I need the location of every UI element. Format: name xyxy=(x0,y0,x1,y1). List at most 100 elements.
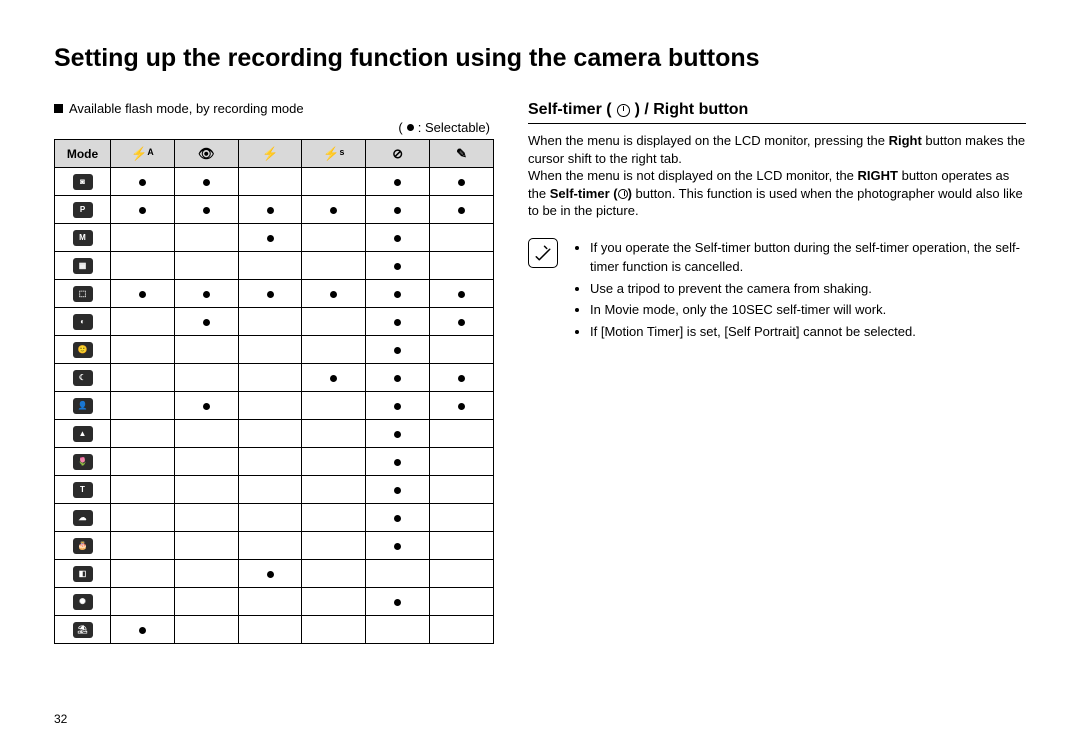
cell xyxy=(111,224,175,252)
selectable-dot-icon xyxy=(330,291,337,298)
row-mode-text: T xyxy=(55,476,111,504)
cell xyxy=(111,336,175,364)
dot-icon xyxy=(407,124,414,131)
selectable-dot-icon xyxy=(394,347,401,354)
bullet-square-icon xyxy=(54,104,63,113)
cell xyxy=(238,588,302,616)
note-icon xyxy=(528,238,558,268)
cell xyxy=(238,280,302,308)
cell xyxy=(174,532,238,560)
table-row: ◧ xyxy=(55,560,494,588)
cell xyxy=(302,252,366,280)
cell xyxy=(174,504,238,532)
cell xyxy=(366,280,430,308)
cell xyxy=(366,504,430,532)
table-row: ⛱ xyxy=(55,616,494,644)
row-mode-manual: M xyxy=(55,224,111,252)
cell xyxy=(430,532,494,560)
cell xyxy=(238,224,302,252)
cell xyxy=(430,280,494,308)
selectable-dot-icon xyxy=(139,291,146,298)
selectable-dot-icon xyxy=(394,207,401,214)
cell xyxy=(238,448,302,476)
row-mode-night-scene: ☾ xyxy=(55,364,111,392)
table-row: ✺ xyxy=(55,588,494,616)
table-row: T xyxy=(55,476,494,504)
table-caption: Available flash mode, by recording mode xyxy=(54,101,494,116)
cell xyxy=(174,196,238,224)
table-row: 🙂 xyxy=(55,336,494,364)
cell xyxy=(430,560,494,588)
cell xyxy=(302,420,366,448)
cell xyxy=(302,616,366,644)
cell xyxy=(111,448,175,476)
section-title-post: ) / Right button xyxy=(635,101,749,119)
cell xyxy=(430,476,494,504)
table-legend: ( : Selectable) xyxy=(54,120,494,135)
cell xyxy=(174,336,238,364)
selectable-dot-icon xyxy=(394,403,401,410)
cell xyxy=(174,308,238,336)
row-mode-dawn: 🎂 xyxy=(55,532,111,560)
row-mode-beach: ⛱ xyxy=(55,616,111,644)
cell xyxy=(238,308,302,336)
cell xyxy=(238,252,302,280)
selectable-dot-icon xyxy=(458,179,465,186)
cell xyxy=(302,504,366,532)
note-item: If [Motion Timer] is set, [Self Portrait… xyxy=(590,322,1026,342)
table-row: ◙ xyxy=(55,168,494,196)
cell xyxy=(174,560,238,588)
content-columns: Available flash mode, by recording mode … xyxy=(54,101,1026,644)
cell xyxy=(430,448,494,476)
row-mode-portrait: 🙂 xyxy=(55,336,111,364)
table-row: 👤 xyxy=(55,392,494,420)
table-row: ☁ xyxy=(55,504,494,532)
note-item: If you operate the Self-timer button dur… xyxy=(590,238,1026,277)
table-row: 🌷 xyxy=(55,448,494,476)
cell xyxy=(174,252,238,280)
selectable-dot-icon xyxy=(139,179,146,186)
cell xyxy=(302,308,366,336)
cell xyxy=(238,168,302,196)
page-title: Setting up the recording function using … xyxy=(54,44,1026,73)
cell xyxy=(111,588,175,616)
cell xyxy=(174,364,238,392)
cell xyxy=(174,616,238,644)
cell xyxy=(366,252,430,280)
cell xyxy=(174,588,238,616)
cell xyxy=(302,588,366,616)
cell xyxy=(430,616,494,644)
cell xyxy=(302,168,366,196)
selectable-dot-icon xyxy=(394,375,401,382)
cell xyxy=(366,364,430,392)
selectable-dot-icon xyxy=(139,207,146,214)
cell xyxy=(430,224,494,252)
table-row: ▦ xyxy=(55,252,494,280)
cell xyxy=(111,168,175,196)
row-mode-landscape: ▲ xyxy=(55,420,111,448)
cell xyxy=(430,252,494,280)
body-text: When the menu is displayed on the LCD mo… xyxy=(528,132,1026,220)
cell xyxy=(302,224,366,252)
row-mode-child: 👤 xyxy=(55,392,111,420)
cell xyxy=(111,420,175,448)
self-timer-icon xyxy=(617,104,630,117)
selectable-dot-icon xyxy=(394,235,401,242)
selectable-dot-icon xyxy=(458,375,465,382)
selectable-dot-icon xyxy=(139,627,146,634)
cell xyxy=(111,252,175,280)
flash-mode-table: Mode⚡ᴬ👁⚡⚡ˢ⊘✎ ◙PM▦⬚◐🙂☾👤▲🌷T☁🎂◧✺⛱ xyxy=(54,139,494,644)
cell xyxy=(366,476,430,504)
cell xyxy=(238,336,302,364)
cell xyxy=(111,280,175,308)
row-mode-closeup: 🌷 xyxy=(55,448,111,476)
note-item: In Movie mode, only the 10SEC self-timer… xyxy=(590,300,1026,320)
right-column: Self-timer ( ) / Right button When the m… xyxy=(528,101,1026,644)
selectable-dot-icon xyxy=(267,235,274,242)
cell xyxy=(430,588,494,616)
table-caption-text: Available flash mode, by recording mode xyxy=(69,101,304,116)
cell xyxy=(238,392,302,420)
cell xyxy=(366,336,430,364)
row-mode-night: ◐ xyxy=(55,308,111,336)
table-row: ▲ xyxy=(55,420,494,448)
